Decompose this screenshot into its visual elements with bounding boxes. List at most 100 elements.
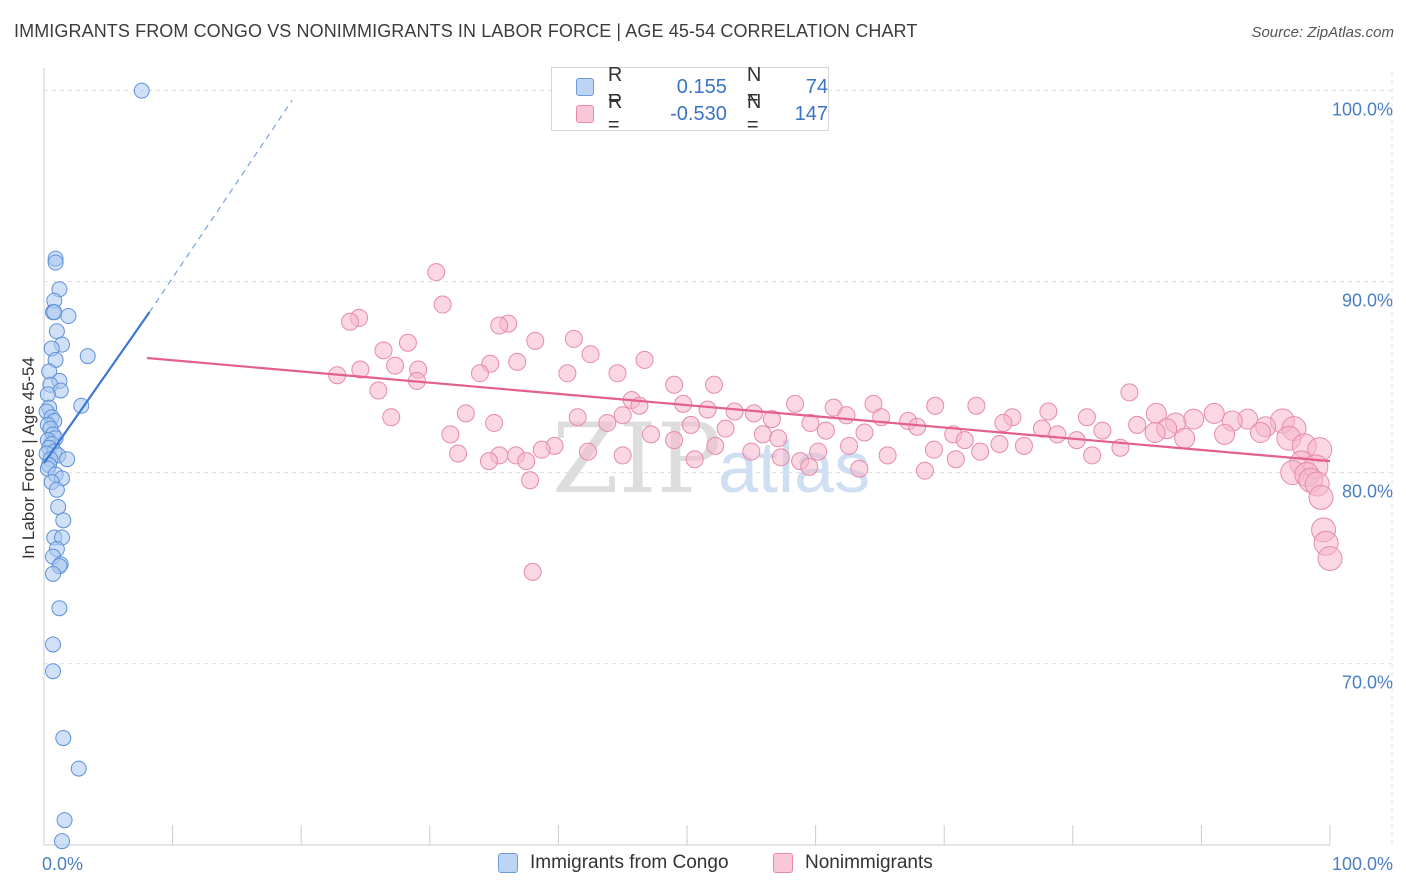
data-point-nonimmigrants — [685, 450, 704, 469]
trend-line-nonimmigrants — [146, 356, 1331, 463]
data-point-congo — [60, 307, 77, 324]
data-point-congo — [55, 512, 72, 529]
data-point-nonimmigrants — [1214, 423, 1236, 445]
data-point-nonimmigrants — [485, 413, 504, 432]
data-point-nonimmigrants — [613, 406, 632, 425]
x-tick-label-min: 0.0% — [42, 854, 83, 874]
correlation-legend: R = 0.155 N = 74 R = -0.530 N = 147 — [551, 64, 829, 136]
source-label: Source: ZipAtlas.com — [1251, 24, 1394, 41]
data-point-congo — [39, 386, 56, 403]
congo-points — [38, 82, 150, 850]
data-point-congo — [47, 254, 64, 271]
data-point-nonimmigrants — [1120, 383, 1139, 402]
data-point-nonimmigrants — [706, 436, 725, 455]
data-point-nonimmigrants — [864, 394, 883, 413]
legend-label-nonimmigrants: Nonimmigrants — [805, 852, 933, 873]
legend-swatch-blue — [576, 78, 594, 96]
data-point-nonimmigrants — [523, 562, 542, 581]
data-point-nonimmigrants — [1077, 408, 1096, 427]
data-point-congo — [46, 304, 63, 321]
data-point-nonimmigrants — [369, 381, 388, 400]
data-point-nonimmigrants — [742, 442, 761, 461]
data-point-nonimmigrants — [753, 425, 772, 444]
data-point-nonimmigrants — [850, 459, 869, 478]
y-tick-label: 100.0% — [1332, 100, 1393, 120]
legend-item-nonimmigrants[interactable]: Nonimmigrants — [773, 852, 933, 874]
data-point-congo — [48, 323, 65, 340]
data-point-nonimmigrants — [1128, 415, 1147, 434]
data-point-congo — [51, 600, 68, 617]
data-point-nonimmigrants — [1203, 402, 1225, 424]
data-point-congo — [45, 565, 62, 582]
data-point-nonimmigrants — [801, 413, 820, 432]
data-point-nonimmigrants — [1183, 408, 1205, 430]
y-tick-label: 70.0% — [1342, 673, 1393, 693]
data-point-nonimmigrants — [427, 263, 446, 282]
legend-r-value-nonimmigrants: -0.530 — [670, 102, 727, 125]
data-point-nonimmigrants — [635, 350, 654, 369]
data-point-nonimmigrants — [608, 364, 627, 383]
trend-line-congo — [43, 311, 151, 464]
data-point-nonimmigrants — [598, 413, 617, 432]
legend-item-congo[interactable]: Immigrants from Congo — [498, 852, 729, 874]
data-point-nonimmigrants — [508, 352, 527, 371]
data-point-nonimmigrants — [517, 452, 536, 471]
data-point-nonimmigrants — [1039, 402, 1058, 421]
legend-r-label: R = — [607, 64, 623, 109]
data-point-nonimmigrants — [786, 394, 805, 413]
data-point-nonimmigrants — [568, 408, 587, 427]
y-tick-label: 80.0% — [1342, 482, 1393, 502]
data-point-nonimmigrants — [351, 360, 370, 379]
legend-n-value-nonimmigrants: 147 — [794, 102, 828, 125]
data-point-nonimmigrants — [441, 425, 460, 444]
tick-labels: 100.0% 90.0% 80.0% 70.0% 0.0% 100.0% — [42, 100, 1393, 874]
x-tick-label-max: 100.0% — [1332, 854, 1393, 874]
data-point-nonimmigrants — [946, 450, 965, 469]
data-point-nonimmigrants — [564, 329, 583, 348]
chart-title: IMMIGRANTS FROM CONGO VS NONIMMIGRANTS I… — [14, 21, 918, 41]
data-point-congo — [55, 730, 72, 747]
data-point-congo — [45, 636, 62, 653]
legend-row-nonimmigrants: R = -0.530 N = 147 — [576, 91, 828, 136]
series-legend: Immigrants from Congo Nonimmigrants — [0, 852, 1406, 878]
data-point-nonimmigrants — [1083, 446, 1102, 465]
data-point-nonimmigrants — [456, 404, 475, 423]
data-point-nonimmigrants — [374, 341, 393, 360]
data-point-nonimmigrants — [809, 442, 828, 461]
data-point-nonimmigrants — [878, 446, 897, 465]
data-point-nonimmigrants — [971, 442, 990, 461]
trend-line-congo-extension — [148, 99, 293, 313]
data-point-nonimmigrants — [449, 444, 468, 463]
legend-n-label: N = — [746, 91, 762, 136]
data-point-nonimmigrants — [955, 431, 974, 450]
data-point-nonimmigrants — [705, 375, 724, 394]
data-point-congo — [73, 397, 90, 414]
data-point-nonimmigrants — [470, 364, 489, 383]
data-point-nonimmigrants — [1317, 546, 1343, 572]
data-point-nonimmigrants — [386, 356, 405, 375]
data-point-nonimmigrants — [532, 440, 551, 459]
legend-swatch-pink — [576, 105, 594, 123]
data-point-nonimmigrants — [526, 331, 545, 350]
data-point-nonimmigrants — [926, 396, 945, 415]
data-point-nonimmigrants — [479, 452, 498, 471]
y-tick-label: 90.0% — [1342, 291, 1393, 311]
legend-r-label: R = — [607, 91, 623, 136]
data-point-congo — [48, 481, 65, 498]
data-point-congo — [54, 833, 71, 850]
data-point-nonimmigrants — [665, 375, 684, 394]
data-point-nonimmigrants — [816, 421, 835, 440]
y-axis-label: In Labor Force | Age 45-54 — [19, 357, 38, 559]
data-point-nonimmigrants — [398, 333, 417, 352]
data-point-nonimmigrants — [769, 429, 788, 448]
data-point-congo — [70, 760, 87, 777]
data-point-nonimmigrants — [800, 457, 819, 476]
trend-lines — [43, 99, 1331, 464]
data-point-nonimmigrants — [1014, 436, 1033, 455]
data-point-nonimmigrants — [990, 434, 1009, 453]
data-point-nonimmigrants — [681, 415, 700, 434]
data-point-nonimmigrants — [1048, 425, 1067, 444]
data-point-nonimmigrants — [1174, 427, 1196, 449]
data-point-congo — [133, 82, 150, 99]
